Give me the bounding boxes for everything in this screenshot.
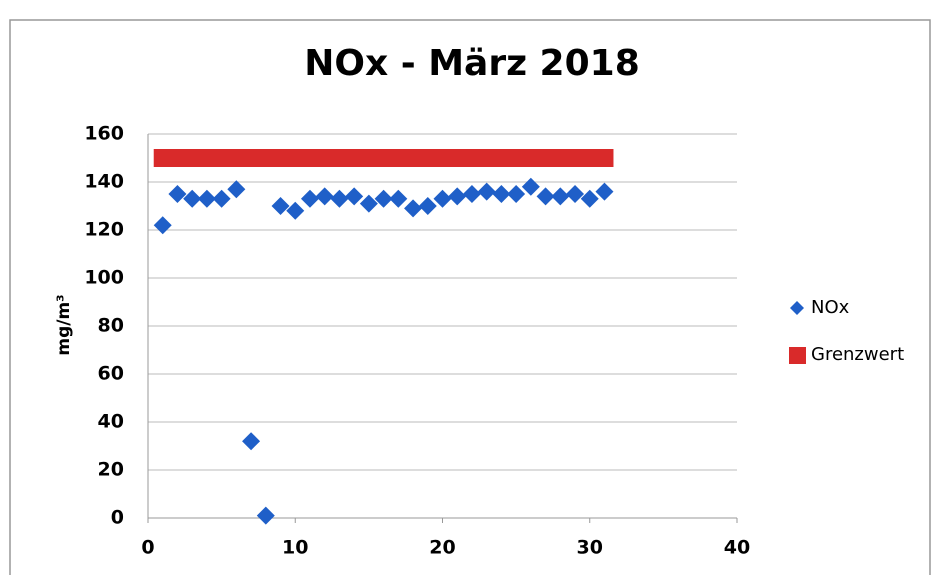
y-tick-label: 120 [84, 219, 124, 241]
data-point [477, 182, 496, 201]
y-tick-label: 60 [98, 363, 124, 385]
data-point [168, 185, 187, 203]
data-point [595, 182, 614, 201]
x-tick-label: 40 [724, 537, 750, 559]
chart-frame [9, 19, 931, 575]
data-point [404, 199, 423, 218]
x-tick-label: 0 [141, 537, 154, 559]
data-point [315, 187, 334, 206]
data-point [566, 185, 585, 203]
legend-label: Grenzwert [811, 344, 904, 365]
data-point [286, 201, 305, 220]
y-tick-label: 140 [84, 171, 124, 193]
data-point [153, 216, 172, 235]
data-point [374, 189, 393, 208]
x-tick-label: 10 [282, 537, 308, 559]
data-point [536, 187, 555, 206]
y-axis-label: mg/m³ [54, 294, 74, 355]
x-tick-label: 30 [577, 537, 603, 559]
data-point [492, 185, 511, 203]
data-point [330, 189, 349, 208]
chart-title: NOx - März 2018 [304, 43, 640, 84]
data-point [212, 189, 231, 208]
data-point [551, 187, 570, 206]
data-point [433, 189, 452, 208]
data-point [242, 432, 261, 451]
data-point [227, 180, 246, 199]
data-point [183, 189, 202, 208]
data-point [256, 506, 275, 525]
data-point [521, 177, 540, 196]
data-point [359, 194, 378, 213]
data-point [197, 189, 216, 208]
legend-label: NOx [811, 297, 850, 318]
data-point [580, 189, 599, 208]
data-point [271, 197, 290, 215]
data-point [462, 185, 481, 203]
data-point [448, 187, 467, 206]
y-tick-label: 20 [98, 459, 124, 481]
y-tick-label: 80 [98, 315, 124, 337]
legend-swatch [789, 347, 806, 364]
x-tick-label: 20 [429, 537, 455, 559]
data-point [300, 189, 319, 208]
data-point [418, 197, 437, 215]
legend-swatch [790, 301, 804, 315]
data-point [507, 185, 526, 203]
data-point [389, 189, 408, 208]
y-tick-label: 100 [84, 267, 124, 289]
y-tick-label: 160 [84, 123, 124, 145]
y-tick-label: 40 [98, 411, 124, 433]
y-tick-label: 0 [111, 507, 124, 529]
data-point [345, 187, 364, 206]
